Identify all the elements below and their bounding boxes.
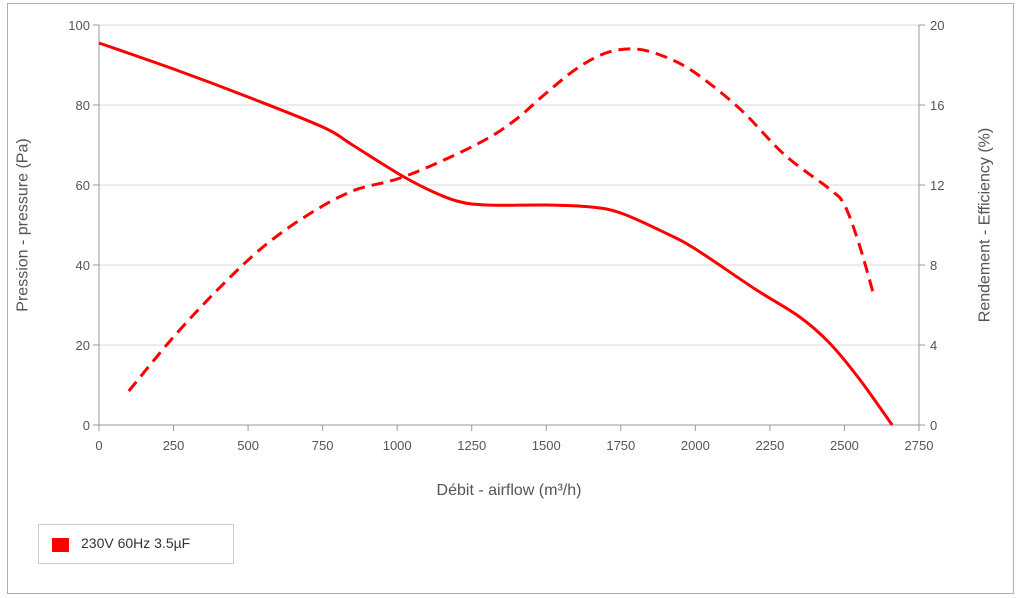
chart-container: 0 20 40 60 80 100 0 4 8 12 16 20 0 250 500 750 1000 1250 1… (7, 3, 1014, 594)
y-right-tick-label: 4 (930, 338, 937, 353)
y-right-tick-label: 12 (930, 178, 944, 193)
legend[interactable]: 230V 60Hz 3.5µF (38, 524, 234, 564)
x-tick-label: 2750 (905, 438, 934, 453)
y-right-axis-title: Rendement - Efficiency (%) (977, 128, 994, 322)
y-left-tick-label: 0 (83, 418, 90, 433)
x-tick-label: 1000 (383, 438, 412, 453)
y-left-tick-label: 100 (68, 18, 90, 33)
legend-label: 230V 60Hz 3.5µF (81, 535, 191, 551)
y-left-tick-label: 60 (76, 178, 90, 193)
x-tick-label: 0 (95, 438, 102, 453)
y-right-tick-label: 8 (930, 258, 937, 273)
y-left-tick-label: 40 (76, 258, 90, 273)
x-tick-label: 1750 (606, 438, 635, 453)
y-right-tick-label: 0 (930, 418, 937, 433)
efficiency-curve (127, 47, 876, 392)
y-right-tick-label: 16 (930, 98, 944, 113)
pressure-curve (98, 41, 894, 426)
x-tick-label: 2500 (830, 438, 859, 453)
x-tick-label: 250 (163, 438, 185, 453)
y-left-tick-label: 20 (76, 338, 90, 353)
x-tick-label: 2250 (755, 438, 784, 453)
x-tick-label: 1250 (457, 438, 486, 453)
x-tick-label: 1500 (532, 438, 561, 453)
y-left-tick-label: 80 (76, 98, 90, 113)
x-tick-label: 500 (237, 438, 259, 453)
x-tick-label: 750 (312, 438, 334, 453)
x-axis-title: Débit - airflow (m³/h) (437, 482, 582, 499)
legend-swatch (52, 538, 69, 552)
y-right-tick-label: 20 (930, 18, 944, 33)
y-left-axis-title: Pression - pressure (Pa) (15, 138, 32, 311)
x-tick-label: 2000 (681, 438, 710, 453)
